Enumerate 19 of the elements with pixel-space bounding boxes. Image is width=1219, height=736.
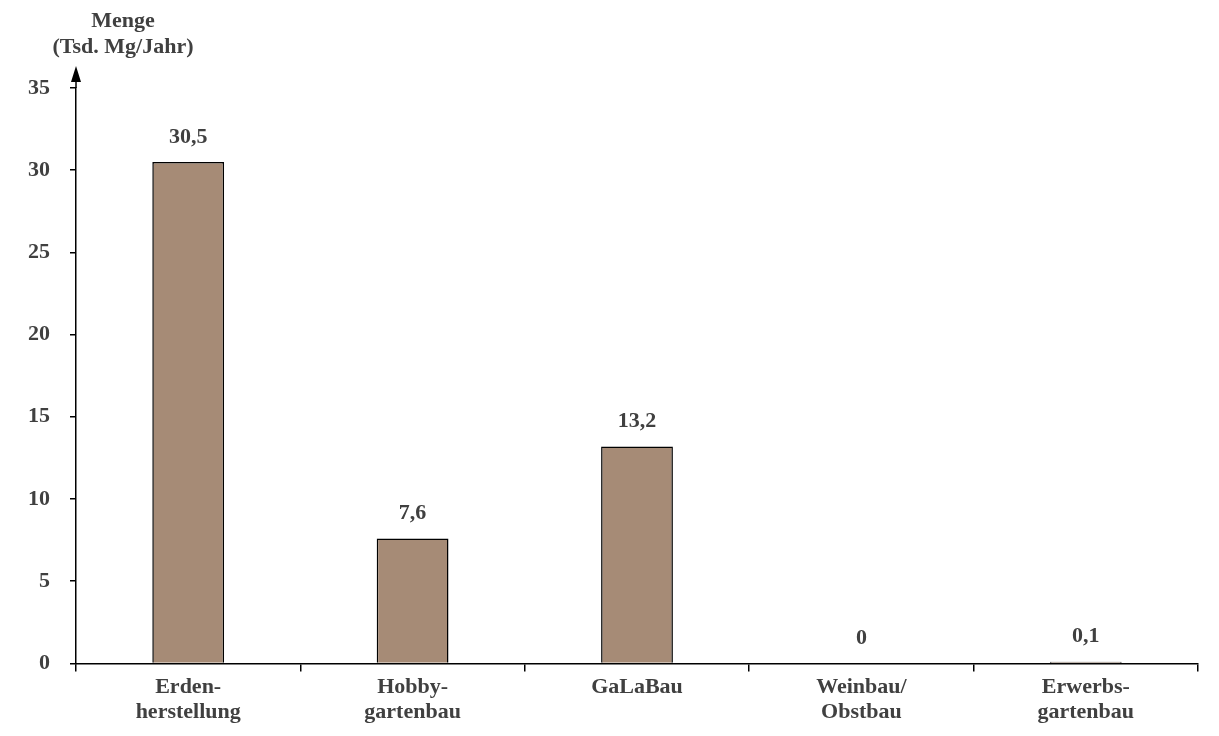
x-tick-label: Hobby- gartenbau bbox=[364, 672, 461, 724]
y-tick-label: 25 bbox=[28, 238, 50, 264]
y-tick-label: 5 bbox=[39, 566, 50, 592]
y-tick-label: 35 bbox=[28, 73, 50, 99]
y-tick-label: 30 bbox=[28, 155, 50, 181]
y-tick-label: 0 bbox=[39, 649, 50, 675]
data-label: 13,2 bbox=[617, 407, 657, 433]
data-label: 0,1 bbox=[1072, 622, 1100, 648]
y-tick-label: 10 bbox=[28, 484, 50, 510]
data-label: 7,6 bbox=[398, 499, 427, 525]
x-tick-label: Erden- herstellung bbox=[135, 672, 241, 724]
x-tick-label: Weinbau/ Obstbau bbox=[816, 672, 908, 724]
y-tick-label: 20 bbox=[28, 320, 50, 346]
y-tick-label: 15 bbox=[28, 402, 50, 428]
data-label: 30,5 bbox=[168, 122, 208, 148]
y-axis-title: Menge (Tsd. Mg/Jahr) bbox=[52, 6, 194, 58]
x-tick-label: GaLaBau bbox=[591, 672, 683, 698]
data-label: 0 bbox=[855, 624, 867, 650]
x-tick-label: Erwerbs- gartenbau bbox=[1037, 672, 1135, 724]
